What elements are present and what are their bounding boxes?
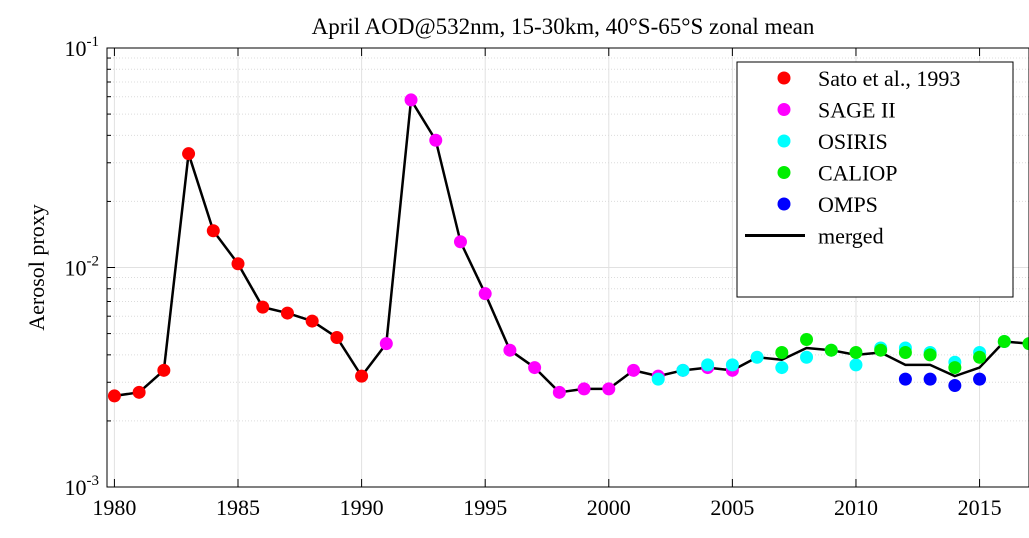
- legend-label: Sato et al., 1993: [818, 66, 960, 91]
- data-point-caliop: [898, 345, 912, 359]
- x-tick-label: 1990: [340, 495, 384, 520]
- data-point-osiris: [775, 361, 789, 375]
- y-tick-base: 10: [65, 256, 87, 281]
- axis-ticks: 1980 1985 1990 1995 2000 2005 2010 201510-310-2…: [65, 34, 1002, 520]
- x-tick-label: 1980: [92, 495, 136, 520]
- data-point-omps: [973, 372, 987, 386]
- data-point-sage-ii: [478, 287, 492, 301]
- data-point-sato-et-al-1993: [132, 385, 146, 399]
- data-point-sage-ii: [627, 363, 641, 377]
- y-tick-base: 10: [65, 475, 87, 500]
- data-point-caliop: [800, 332, 814, 346]
- data-point-sato-et-al-1993: [256, 300, 270, 314]
- data-point-omps: [948, 379, 962, 393]
- y-tick-exponent: -3: [87, 473, 100, 489]
- y-tick-exponent: -1: [87, 34, 100, 50]
- data-point-sage-ii: [503, 343, 517, 357]
- legend-label: CALIOP: [818, 161, 897, 186]
- legend-marker-caliop: [777, 166, 791, 179]
- data-point-omps: [898, 372, 912, 386]
- data-point-caliop: [849, 345, 863, 359]
- data-point-sato-et-al-1993: [107, 389, 121, 403]
- data-point-sato-et-al-1993: [305, 314, 319, 328]
- data-point-omps: [923, 372, 937, 386]
- legend: Sato et al., 1993 SAGE II OSIRIS CALIOP OMPS…: [736, 61, 1014, 298]
- data-point-sato-et-al-1993: [280, 306, 294, 320]
- data-point-caliop: [824, 343, 838, 357]
- data-point-caliop: [775, 345, 789, 359]
- data-point-sato-et-al-1993: [355, 369, 369, 383]
- data-point-osiris: [849, 358, 863, 372]
- x-tick-label: 2000: [587, 495, 631, 520]
- y-axis-label: Aerosol proxy: [24, 204, 49, 330]
- data-point-sage-ii: [577, 382, 591, 396]
- data-point-caliop: [1022, 337, 1029, 351]
- data-point-sage-ii: [429, 133, 443, 147]
- data-point-osiris: [651, 372, 665, 386]
- data-point-caliop: [923, 348, 937, 362]
- data-point-osiris: [800, 350, 814, 364]
- data-point-sato-et-al-1993: [231, 257, 245, 271]
- data-point-sato-et-al-1993: [182, 147, 196, 161]
- data-point-sage-ii: [528, 361, 542, 375]
- data-point-osiris: [701, 358, 715, 372]
- data-point-sato-et-al-1993: [157, 363, 171, 377]
- chart-title: April AOD@532nm, 15-30km, 40°S-65°S zona…: [312, 14, 815, 39]
- data-point-sage-ii: [552, 385, 566, 399]
- data-point-sage-ii: [379, 337, 393, 351]
- y-tick-label: 10-3: [65, 473, 100, 500]
- legend-label: SAGE II: [818, 98, 896, 123]
- x-tick-label: 1985: [216, 495, 260, 520]
- y-tick-exponent: -2: [87, 254, 100, 270]
- data-point-caliop: [948, 361, 962, 375]
- legend-marker-sage-ii: [777, 103, 791, 116]
- data-point-caliop: [874, 343, 888, 357]
- y-tick-label: 10-1: [65, 34, 100, 61]
- data-point-sage-ii: [453, 235, 467, 249]
- x-tick-label: 1995: [463, 495, 507, 520]
- data-point-osiris: [725, 358, 739, 372]
- legend-box: [736, 61, 1014, 298]
- data-point-osiris: [676, 363, 690, 377]
- legend-marker-sato-et-al-1993: [777, 71, 791, 85]
- x-tick-label: 2015: [958, 495, 1002, 520]
- legend-marker-omps: [777, 197, 791, 211]
- data-point-osiris: [750, 350, 764, 364]
- legend-label: merged: [818, 224, 884, 249]
- legend-marker-osiris: [777, 134, 791, 148]
- data-point-caliop: [997, 335, 1011, 349]
- legend-label: OMPS: [818, 192, 878, 217]
- data-point-sato-et-al-1993: [330, 330, 344, 344]
- data-point-sage-ii: [602, 382, 616, 396]
- data-point-caliop: [973, 350, 987, 364]
- data-point-sato-et-al-1993: [206, 224, 220, 238]
- data-point-sage-ii: [404, 93, 418, 107]
- y-tick-base: 10: [65, 36, 87, 61]
- x-tick-label: 2010: [834, 495, 878, 520]
- y-tick-label: 10-2: [65, 254, 100, 281]
- plot-area: [107, 93, 1029, 403]
- legend-label: OSIRIS: [818, 129, 888, 154]
- x-tick-label: 2005: [710, 495, 754, 520]
